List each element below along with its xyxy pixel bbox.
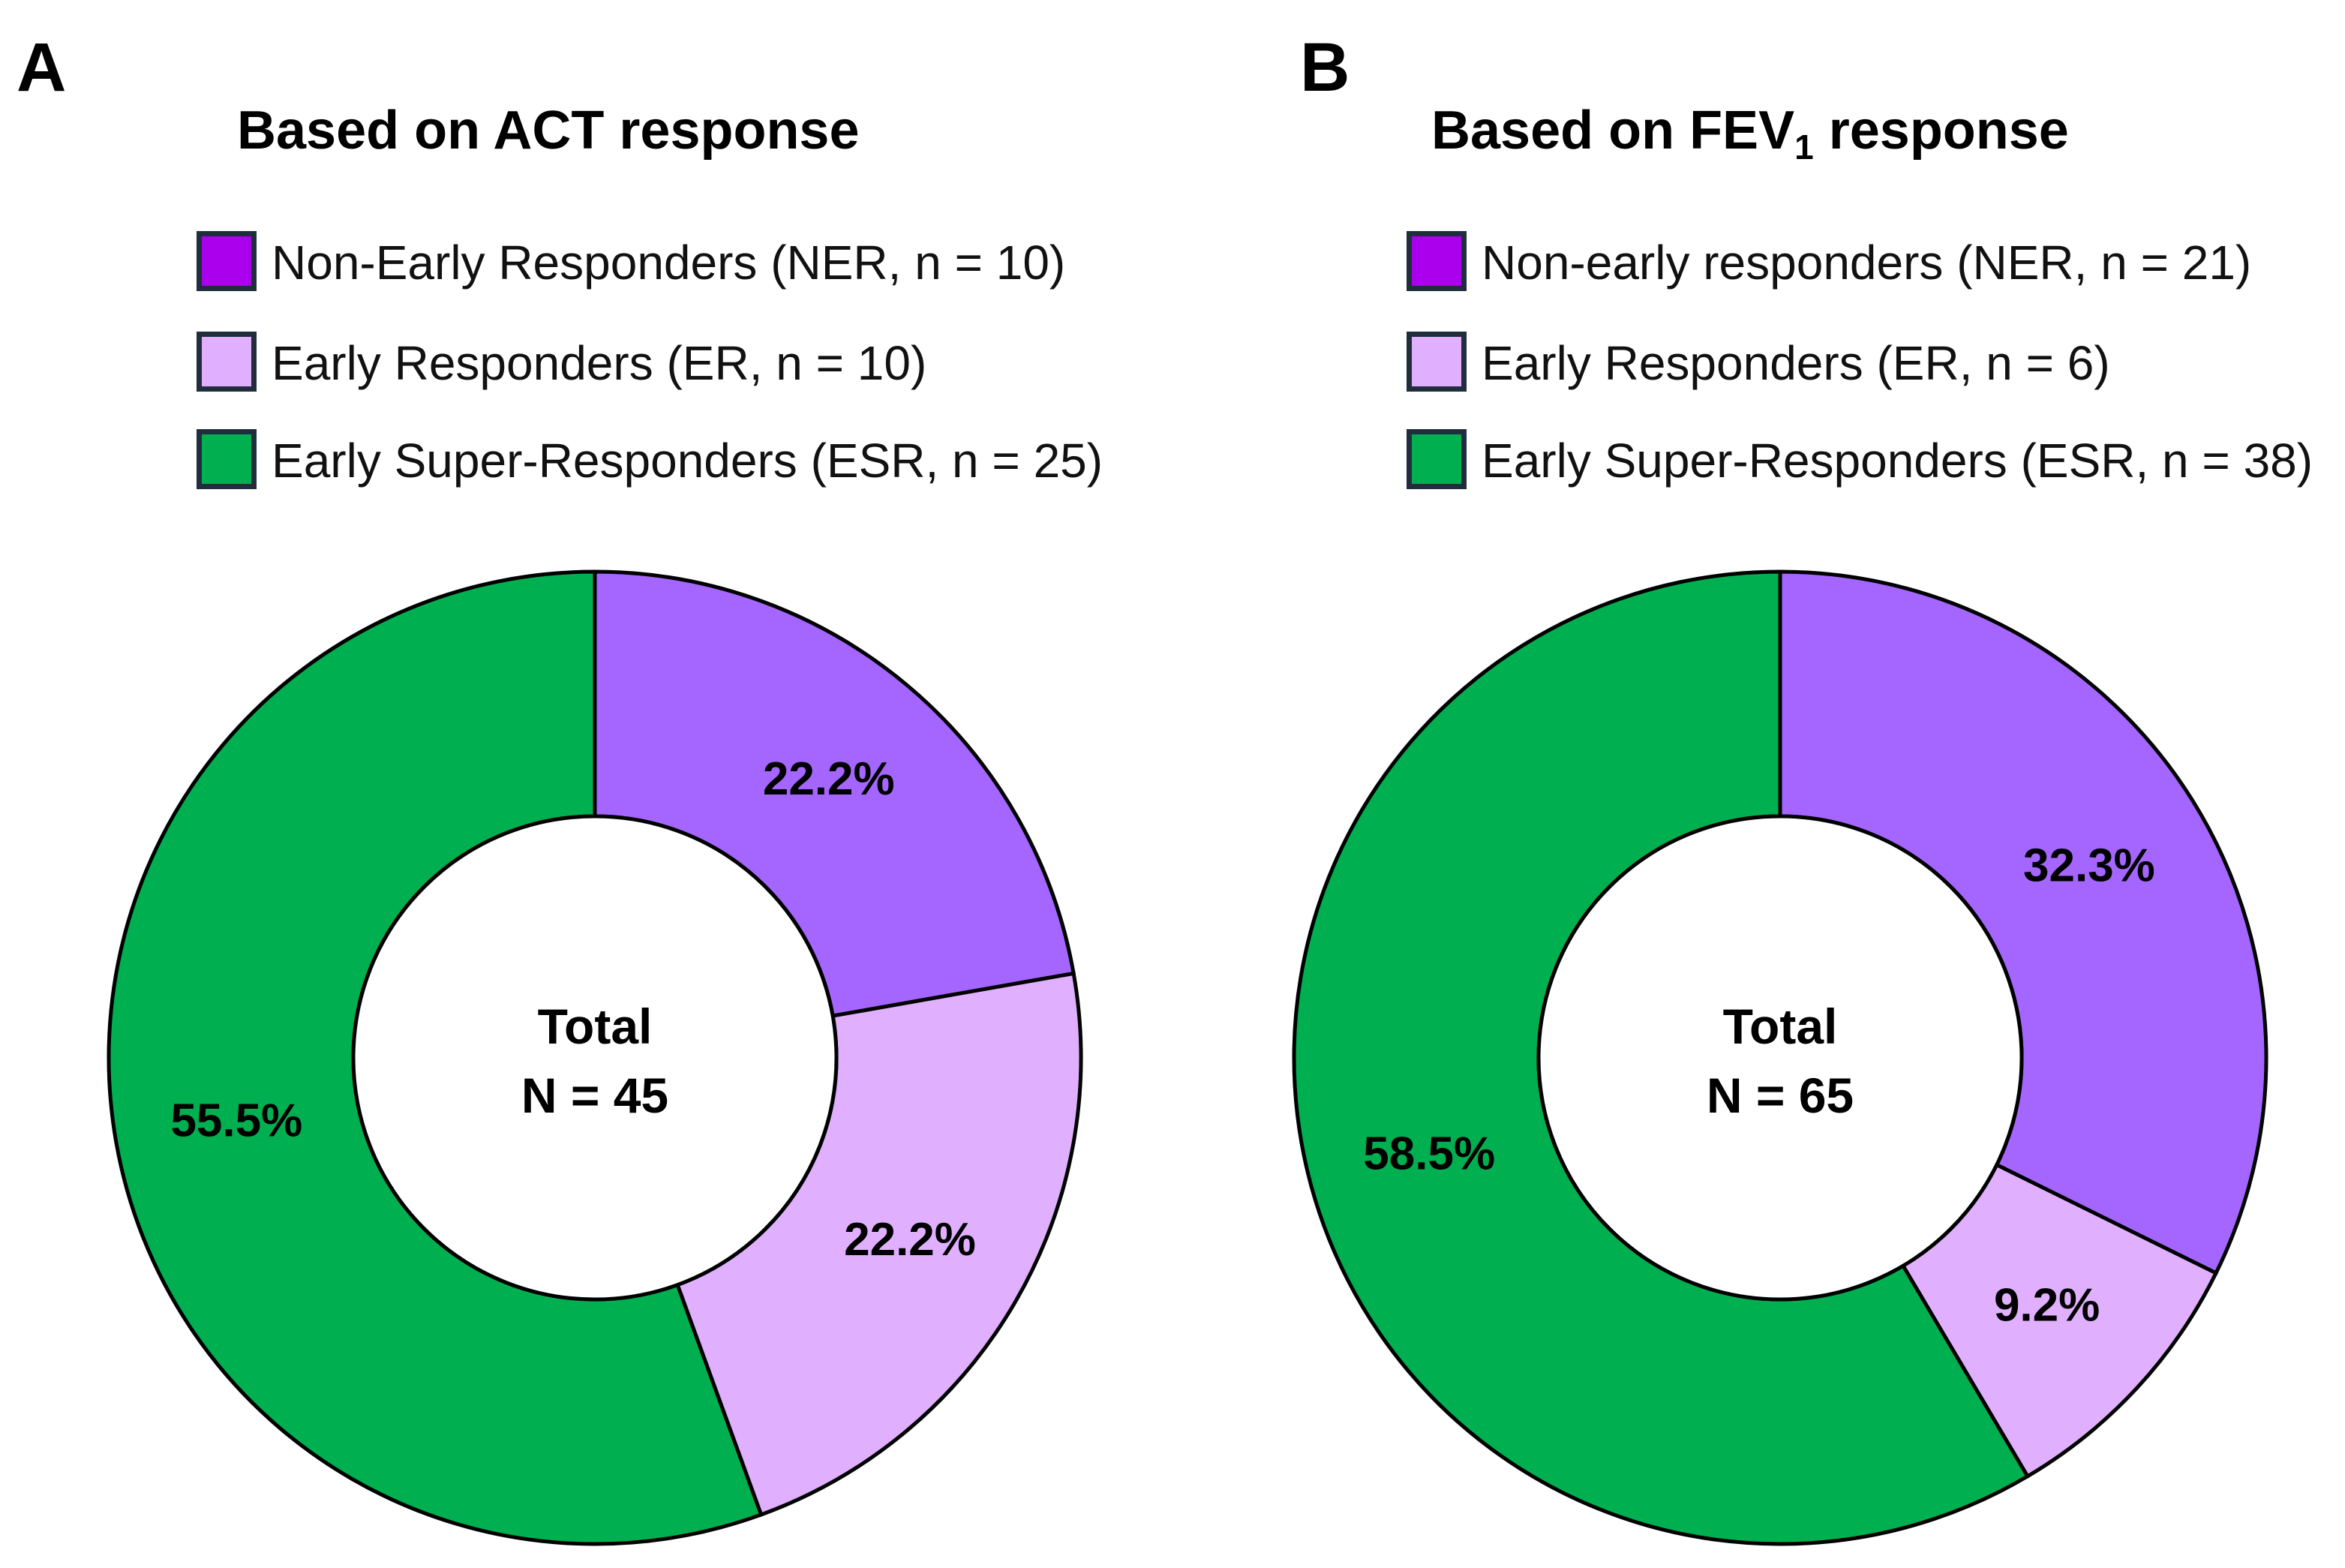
chart-title-a: Based on ACT response: [237, 104, 860, 158]
slice-label-ner: 22.2%: [763, 753, 895, 805]
slice-label-er: 22.2%: [844, 1214, 976, 1266]
center-label-total: Total: [538, 999, 653, 1054]
center-label-n: N = 45: [521, 1068, 668, 1123]
slice-label-er: 9.2%: [1994, 1279, 2100, 1331]
legend-swatch-esr: [1407, 429, 1467, 489]
center-label-n: N = 65: [1707, 1068, 1854, 1123]
panel-letter-a: A: [17, 29, 67, 106]
legend-swatch-er: [197, 332, 257, 392]
legend-swatch-ner: [1407, 231, 1467, 291]
legend-label-er: Early Responders (ER, n = 10): [272, 336, 927, 390]
donut-hole: [1536, 814, 2024, 1302]
panel-letter-b: B: [1300, 29, 1350, 106]
slice-label-esr: 55.5%: [170, 1095, 302, 1147]
chart-title-b-text: Based on FEV: [1431, 101, 1795, 161]
donut-hole: [351, 814, 839, 1302]
chart-title-b-suffix: response: [1813, 101, 2069, 161]
legend-swatch-ner: [197, 231, 257, 291]
slice-label-ner: 32.3%: [2023, 840, 2155, 891]
panel-a: A Based on ACT response Non-Early Respon…: [0, 0, 1172, 1568]
slice-label-esr: 58.5%: [1363, 1128, 1495, 1179]
legend-label-er: Early Responders (ER, n = 6): [1482, 336, 2110, 390]
chart-title-b: Based on FEV1 response: [1431, 101, 2069, 164]
panel-b: B Based on FEV1 response Non-early respo…: [1172, 0, 2345, 1568]
donut-chart-a: 22.2% 22.2% 55.5% Total N = 45: [107, 569, 1083, 1546]
center-label-total: Total: [1723, 999, 1838, 1054]
chart-title-a-text: Based on ACT response: [237, 101, 860, 161]
legend-label-esr: Early Super-Responders (ESR, n = 38): [1482, 434, 2313, 488]
legend-label-ner: Non-early responders (NER, n = 21): [1482, 236, 2252, 290]
legend-label-ner: Non-Early Responders (NER, n = 10): [272, 236, 1066, 290]
chart-title-b-subscript: 1: [1794, 128, 1814, 167]
legend-label-esr: Early Super-Responders (ESR, n = 25): [272, 434, 1103, 488]
donut-chart-b: 32.3% 9.2% 58.5% Total N = 65: [1292, 569, 2268, 1546]
legend-swatch-er: [1407, 332, 1467, 392]
legend-swatch-esr: [197, 429, 257, 489]
